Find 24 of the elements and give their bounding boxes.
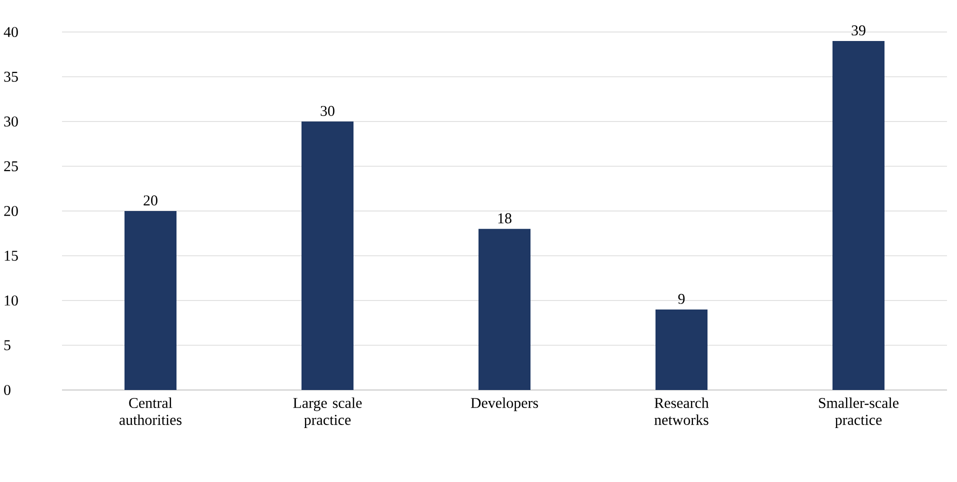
y-tick-label: 0 (4, 384, 10, 396)
data-label: 39 (852, 25, 866, 36)
data-label: 18 (498, 213, 512, 224)
x-tick-label: Smaller-scale practice (818, 398, 899, 428)
y-tick-label: 30 (4, 116, 18, 127)
y-tick-label: 15 (4, 250, 18, 261)
y-tick-label: 10 (4, 295, 18, 306)
x-tick-label: Central authorities (119, 398, 182, 425)
bar (302, 122, 354, 390)
x-tick-label: Research networks (654, 398, 709, 425)
x-tick-label: Developers (470, 398, 538, 412)
y-tick-label: 25 (4, 161, 18, 172)
y-tick-label: 5 (4, 340, 10, 350)
bar (656, 309, 708, 390)
x-tick-label: Large scale practice (293, 398, 362, 428)
data-label: 20 (144, 195, 158, 206)
y-tick-label: 20 (4, 206, 18, 216)
y-tick-label: 40 (4, 26, 18, 38)
data-label: 9 (678, 294, 685, 304)
data-label: 30 (320, 106, 334, 116)
bar (832, 40, 885, 390)
bar (124, 211, 176, 390)
y-tick-label: 35 (4, 72, 18, 82)
bar (478, 228, 531, 390)
